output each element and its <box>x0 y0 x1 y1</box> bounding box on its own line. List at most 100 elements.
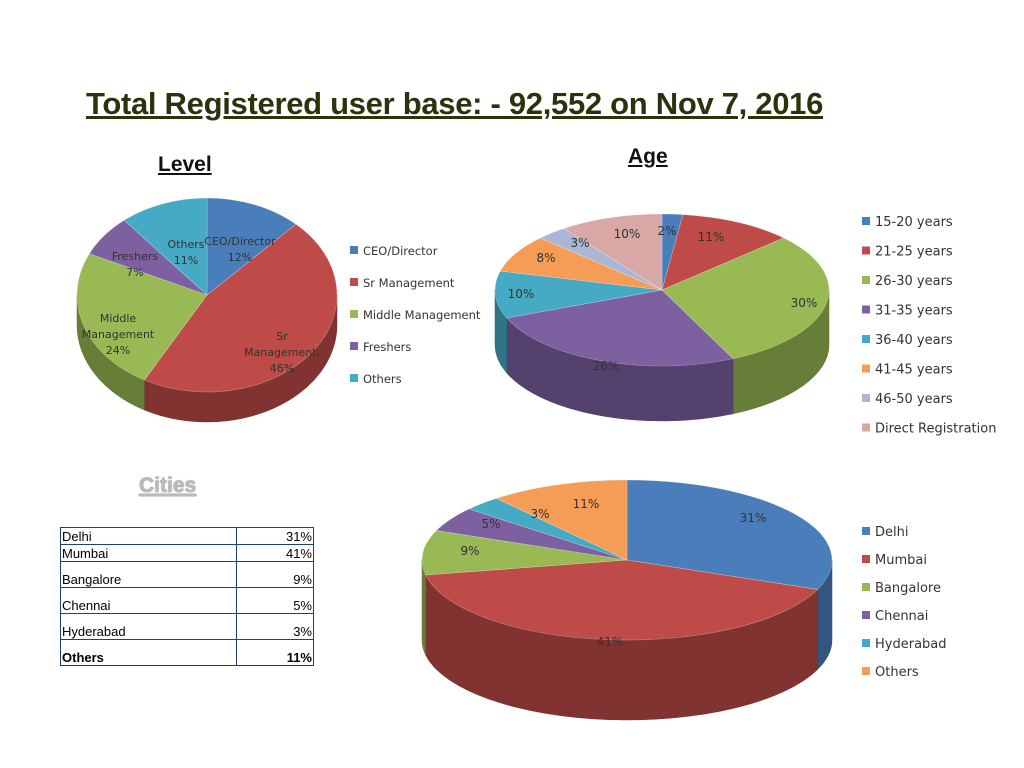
age-legend-swatch-46-50-years <box>862 394 870 402</box>
cities-legend-label-hyderabad: Hyderabad <box>875 637 947 652</box>
cities-pie-slices: 31% 41% 9%5% 3% 11% <box>421 479 833 721</box>
age-slice-label-41-45-years: 8% <box>536 251 555 265</box>
city-name-cell: Others <box>59 639 238 666</box>
age-legend-swatch-41-45-years <box>862 364 870 373</box>
level-heading: Level <box>158 153 212 176</box>
level-legend-label-ceo-director: CEO/Director <box>363 244 438 258</box>
age-slice-label-46-50-years: 3% <box>570 236 589 250</box>
table-row: Mumbai 41% <box>59 544 314 562</box>
cities-slice-bangalore <box>421 530 628 576</box>
cities-legend-swatch-mumbai <box>862 555 870 563</box>
level-slice-label-others: Others 11% <box>168 238 205 267</box>
age-slice-15-20-years <box>661 213 684 291</box>
age-slice-31-35-years <box>506 289 734 367</box>
cities-slice-delhi <box>626 479 833 590</box>
table-row: Others 11% <box>59 639 314 666</box>
city-percent-cell: 5% <box>236 587 314 614</box>
age-slice-label-36-40-years: 10% <box>508 287 535 301</box>
cities-slice-label-mumbai: 41% <box>597 635 624 649</box>
cities-slice-label-others: 11% <box>573 497 600 511</box>
cities-slice-hyderabad <box>468 498 628 561</box>
cities-slice-label-bangalore: 9% <box>460 544 479 558</box>
age-slice-label-21-25-years: 11% <box>698 230 725 244</box>
level-legend-label-others: Others <box>363 372 402 386</box>
age-slice-36-40-years <box>494 270 663 319</box>
age-slice-26-30-years <box>661 237 830 360</box>
cities-table: Delhi 31% Mumbai 41% Bangalore 9% Chennai 5% Hyd… <box>59 527 314 666</box>
city-percent-cell: 11% <box>236 639 314 666</box>
table-row: Delhi 31% <box>59 527 314 545</box>
age-legend-swatch-36-40-years <box>862 335 870 343</box>
age-legend-label-21-25-years: 21-25 years <box>875 245 953 260</box>
age-legend-label-31-35-years: 31-35 years <box>875 304 953 319</box>
level-pie-slices: CEO/Director 12% Sr Management, 46% Middle Man… <box>76 197 338 423</box>
level-legend-swatch-others <box>350 374 358 382</box>
cities-legend-label-delhi: Delhi <box>875 525 908 540</box>
city-name-cell: Mumbai <box>59 544 238 562</box>
level-legend-swatch-ceo-director <box>350 246 358 254</box>
cities-legend-swatch-others <box>862 667 870 675</box>
age-legend-label-15-20-years: 15-20 years <box>875 215 953 230</box>
age-heading: Age <box>628 145 668 168</box>
age-slice-label-15-20-years: 2% <box>657 224 676 238</box>
level-legend-swatch-sr-management <box>350 278 358 286</box>
cities-legend-label-bangalore: Bangalore <box>875 581 941 596</box>
level-slice-freshers <box>88 219 208 296</box>
table-row: Bangalore 9% <box>59 561 314 588</box>
age-legend-label-41-45-years: 41-45 years <box>875 363 953 378</box>
cities-legend: Delhi Mumbai Bangalore Chennai Hyderabad Othe… <box>862 525 947 680</box>
level-side-middle-management <box>76 294 145 411</box>
cities-legend-swatch-chennai <box>862 611 870 619</box>
cities-slice-mumbai <box>425 559 819 641</box>
level-legend: CEO/Director Sr Management Middle Manageme… <box>350 244 481 386</box>
level-slice-label-middle-management: Middle Management 24% <box>82 312 155 357</box>
level-slice-label-freshers: Freshers 7% <box>112 250 159 279</box>
cities-legend-label-chennai: Chennai <box>875 609 928 624</box>
age-slice-label-26-30-years: 30% <box>791 296 818 310</box>
city-name-cell: Chennai <box>59 587 238 614</box>
age-legend-swatch-26-30-years <box>862 276 870 284</box>
page-title: Total Registered user base: - 92,552 on … <box>86 86 824 121</box>
level-slice-sr-management <box>143 223 338 393</box>
cities-legend-swatch-delhi <box>862 527 870 535</box>
age-legend-swatch-31-35-years <box>862 305 870 314</box>
level-slice-label-sr-management: Sr Management, 46% <box>244 330 320 375</box>
cities-slice-label-hyderabad: 3% <box>530 507 549 521</box>
cities-legend-swatch-hyderabad <box>862 639 870 647</box>
level-legend-label-middle-management: Middle Management <box>363 308 481 322</box>
cities-slice-label-chennai: 5% <box>481 517 500 531</box>
age-legend-swatch-direct-registration <box>862 423 870 432</box>
cities-slice-chennai <box>435 508 628 561</box>
city-percent-cell: 9% <box>236 561 314 588</box>
age-pie-slices: 2% 11% 30% 26% 10% 8% 3% 10% <box>494 213 830 422</box>
city-percent-cell: 3% <box>236 613 314 640</box>
age-legend-label-direct-registration: Direct Registration <box>875 422 996 437</box>
age-legend-label-46-50-years: 46-50 years <box>875 392 953 407</box>
level-legend-label-sr-management: Sr Management <box>363 276 455 290</box>
level-legend-swatch-middle-management <box>350 310 358 318</box>
cities-heading: Cities <box>139 474 197 497</box>
city-name-cell: Hyderabad <box>59 613 238 640</box>
age-legend-swatch-15-20-years <box>862 217 870 225</box>
level-slice-others <box>123 197 208 296</box>
cities-legend-label-others: Others <box>875 665 919 680</box>
age-slice-46-50-years <box>539 228 663 291</box>
city-name-cell: Bangalore <box>59 561 238 588</box>
city-percent-cell: 31% <box>236 527 314 545</box>
age-slice-label-direct-registration: 10% <box>614 227 641 241</box>
level-slice-middle-management <box>76 253 208 381</box>
age-legend-label-26-30-years: 26-30 years <box>875 274 953 289</box>
age-slice-41-45-years <box>499 237 663 291</box>
city-percent-cell: 41% <box>236 544 314 562</box>
cities-legend-label-mumbai: Mumbai <box>875 553 927 568</box>
table-row: Hyderabad 3% <box>59 613 314 640</box>
level-slice-ceo-director <box>206 197 297 296</box>
level-legend-swatch-freshers <box>350 342 358 350</box>
table-row: Chennai 5% <box>59 587 314 614</box>
age-slice-direct-registration <box>563 213 663 291</box>
age-slice-label-31-35-years: 26% <box>593 359 620 373</box>
cities-slice-label-delhi: 31% <box>740 511 767 525</box>
